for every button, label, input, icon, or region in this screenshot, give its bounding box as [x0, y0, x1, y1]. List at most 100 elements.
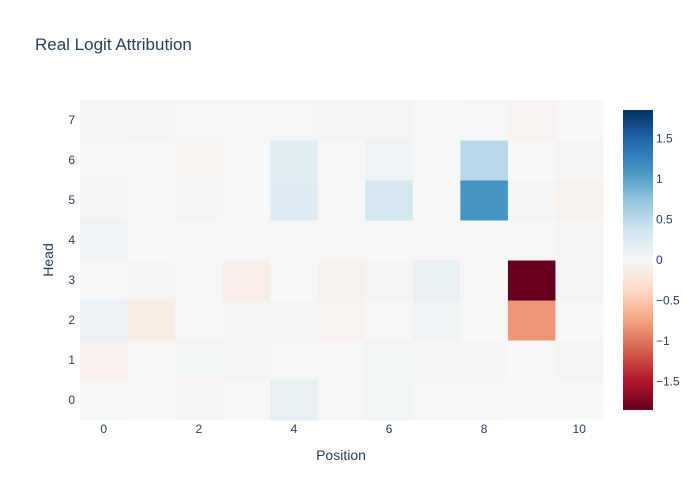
heatmap-cell — [317, 340, 366, 381]
heatmap-cell — [222, 260, 271, 301]
x-tick-label: 0 — [100, 422, 107, 436]
heatmap-cell — [507, 220, 556, 261]
y-tick-label: 2 — [68, 313, 75, 327]
heatmap-cell — [555, 340, 604, 381]
y-tick-label: 3 — [68, 273, 75, 287]
x-tick-label: 10 — [573, 422, 587, 436]
heatmap-cell — [365, 180, 414, 221]
heatmap-cell — [460, 180, 509, 221]
heatmap-cell — [127, 260, 176, 301]
x-tick-label: 4 — [291, 422, 298, 436]
heatmap-cell — [80, 380, 129, 421]
heatmap-cell — [317, 140, 366, 181]
heatmap-cell — [555, 300, 604, 341]
heatmap-cell — [317, 100, 366, 141]
heatmap-cell — [507, 300, 556, 341]
heatmap-cell — [175, 260, 224, 301]
heatmap-cell — [80, 100, 129, 141]
heatmap-cell — [127, 180, 176, 221]
colorbar-tick-label: 0 — [656, 253, 663, 267]
heatmap-cell — [127, 220, 176, 261]
heatmap-cell — [317, 260, 366, 301]
colorbar-gradient — [623, 110, 653, 410]
heatmap-cell — [412, 260, 461, 301]
heatmap-cell — [555, 140, 604, 181]
heatmap-cell — [460, 220, 509, 261]
heatmap-cell — [270, 340, 319, 381]
heatmap-cell — [412, 380, 461, 421]
heatmap-cell — [460, 300, 509, 341]
heatmap-cell — [80, 300, 129, 341]
heatmap-cell — [222, 140, 271, 181]
heatmap-cell — [555, 380, 604, 421]
heatmap-cell — [175, 140, 224, 181]
heatmap-cell — [412, 180, 461, 221]
x-tick-label: 2 — [196, 422, 203, 436]
heatmap-cell — [127, 140, 176, 181]
heatmap-cell — [127, 340, 176, 381]
heatmap-cell — [365, 140, 414, 181]
heatmap-cell — [507, 100, 556, 141]
heatmap-cell — [365, 380, 414, 421]
heatmap-cell — [270, 260, 319, 301]
x-tick-label: 8 — [481, 422, 488, 436]
heatmap-cell — [555, 220, 604, 261]
y-tick-label: 5 — [68, 193, 75, 207]
heatmap-cell — [555, 180, 604, 221]
heatmap-cell — [412, 100, 461, 141]
y-tick-label: 6 — [68, 153, 75, 167]
heatmap-cell — [365, 100, 414, 141]
heatmap-cell — [80, 140, 129, 181]
heatmap-cell — [507, 340, 556, 381]
heatmap-cell — [222, 220, 271, 261]
heatmap-cell — [412, 340, 461, 381]
heatmap-cell — [412, 300, 461, 341]
colorbar-tick-label: −1 — [656, 334, 670, 348]
heatmap-cell — [460, 260, 509, 301]
heatmap-cell — [507, 140, 556, 181]
y-tick-label: 4 — [68, 233, 75, 247]
y-tick-label: 0 — [68, 393, 75, 407]
colorbar-tick-label: 0.5 — [656, 212, 673, 226]
heatmap-cell — [80, 220, 129, 261]
heatmap-cell — [507, 380, 556, 421]
heatmap-cell — [507, 180, 556, 221]
heatmap-cell — [175, 220, 224, 261]
heatmap-cell — [175, 380, 224, 421]
heatmap-cell — [317, 300, 366, 341]
heatmap-cell — [270, 140, 319, 181]
heatmap-cell — [555, 260, 604, 301]
heatmap-cell — [127, 380, 176, 421]
x-tick-label: 6 — [386, 422, 393, 436]
y-tick-label: 1 — [68, 353, 75, 367]
heatmap-cell — [222, 100, 271, 141]
heatmap-cell — [270, 180, 319, 221]
y-axis-label: Head — [40, 243, 56, 276]
heatmap-cell — [80, 260, 129, 301]
heatmap-cell — [222, 300, 271, 341]
colorbar: 1.5 1 0.5 0 −0.5 −1 −1.5 — [623, 110, 680, 410]
heatmap-cell — [317, 180, 366, 221]
heatmap-cell — [175, 100, 224, 141]
heatmap-cells — [80, 100, 604, 421]
heatmap-cell — [222, 380, 271, 421]
heatmap-cell — [365, 220, 414, 261]
colorbar-tick-label: 1.5 — [656, 131, 673, 145]
chart-title: Real Logit Attribution — [35, 35, 192, 54]
heatmap-cell — [555, 100, 604, 141]
y-tick-label: 7 — [68, 113, 75, 127]
heatmap-cell — [365, 260, 414, 301]
heatmap-cell — [270, 300, 319, 341]
y-axis-ticks: 0 1 2 3 4 5 6 7 — [68, 113, 75, 407]
heatmap-cell — [270, 220, 319, 261]
colorbar-tick-label: −1.5 — [656, 375, 680, 389]
x-axis-label: Position — [316, 447, 366, 463]
heatmap-cell — [175, 300, 224, 341]
colorbar-ticks: 1.5 1 0.5 0 −0.5 −1 −1.5 — [656, 131, 680, 388]
x-axis-ticks: 0 2 4 6 8 10 — [100, 422, 586, 436]
heatmap-cell — [175, 180, 224, 221]
heatmap-cell — [460, 340, 509, 381]
heatmap-cell — [127, 100, 176, 141]
heatmap-cell — [222, 180, 271, 221]
heatmap-cell — [460, 380, 509, 421]
